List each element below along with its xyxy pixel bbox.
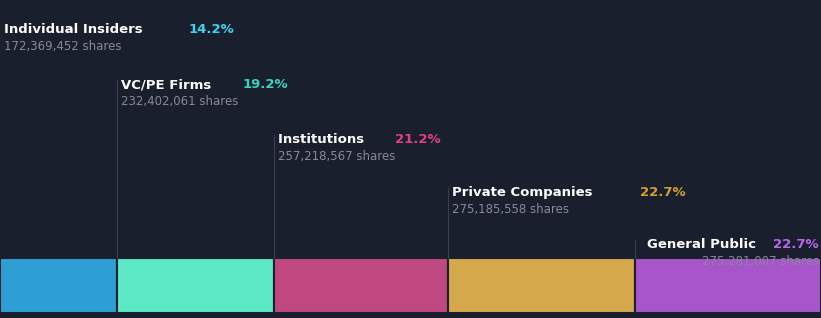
Text: 275,185,558 shares: 275,185,558 shares [452, 203, 569, 216]
Text: 14.2%: 14.2% [189, 23, 235, 36]
Text: Private Companies: Private Companies [452, 186, 598, 199]
Text: 22.7%: 22.7% [773, 238, 819, 251]
Text: Institutions: Institutions [278, 133, 369, 146]
Bar [635, 258, 821, 313]
Bar [274, 258, 448, 313]
Text: 21.2%: 21.2% [395, 133, 441, 146]
Bar [0, 258, 117, 313]
Text: VC/PE Firms: VC/PE Firms [121, 78, 215, 91]
Text: 275,281,007 shares: 275,281,007 shares [702, 255, 819, 268]
Bar [448, 258, 635, 313]
Text: 257,218,567 shares: 257,218,567 shares [278, 150, 396, 163]
Text: 232,402,061 shares: 232,402,061 shares [121, 95, 238, 108]
Text: Individual Insiders: Individual Insiders [4, 23, 147, 36]
Bar [117, 258, 274, 313]
Text: General Public: General Public [646, 238, 760, 251]
Text: 172,369,452 shares: 172,369,452 shares [4, 40, 122, 53]
Text: 22.7%: 22.7% [640, 186, 686, 199]
Text: 19.2%: 19.2% [243, 78, 289, 91]
